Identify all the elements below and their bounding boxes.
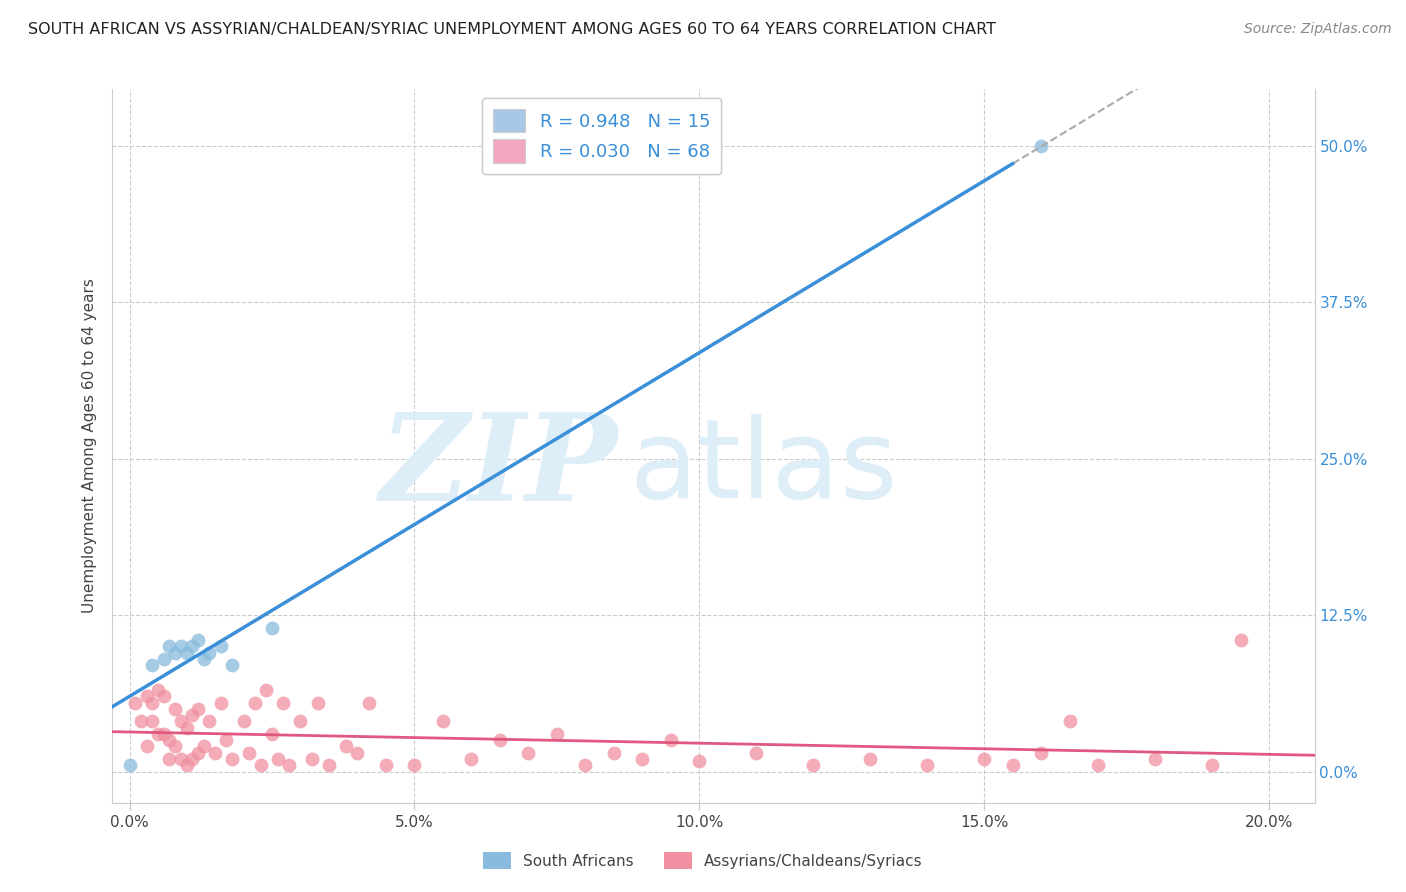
Point — [404, 758, 426, 772]
Point — [159, 733, 181, 747]
Point — [176, 758, 198, 772]
Text: SOUTH AFRICAN VS ASSYRIAN/CHALDEAN/SYRIAC UNEMPLOYMENT AMONG AGES 60 TO 64 YEARS: SOUTH AFRICAN VS ASSYRIAN/CHALDEAN/SYRIA… — [28, 22, 995, 37]
Point — [517, 746, 540, 760]
Point — [159, 752, 181, 766]
Point — [688, 755, 710, 769]
Point — [135, 739, 157, 754]
Point — [176, 646, 198, 660]
Point — [215, 733, 238, 747]
Point — [170, 714, 193, 729]
Point — [159, 640, 181, 654]
Point — [181, 640, 204, 654]
Point — [1144, 752, 1167, 766]
Point — [1201, 758, 1223, 772]
Point — [1059, 714, 1081, 729]
Point — [129, 714, 152, 729]
Y-axis label: Unemployment Among Ages 60 to 64 years: Unemployment Among Ages 60 to 64 years — [82, 278, 97, 614]
Point — [187, 702, 209, 716]
Point — [915, 758, 938, 772]
Point — [165, 646, 187, 660]
Point — [204, 746, 226, 760]
Point — [603, 746, 626, 760]
Point — [141, 658, 163, 673]
Point — [290, 714, 312, 729]
Point — [187, 633, 209, 648]
Point — [1229, 633, 1251, 648]
Point — [273, 696, 295, 710]
Point — [1001, 758, 1024, 772]
Point — [165, 739, 187, 754]
Point — [574, 758, 596, 772]
Point — [260, 727, 283, 741]
Point — [146, 683, 169, 698]
Point — [209, 696, 232, 710]
Point — [659, 733, 682, 747]
Point — [193, 652, 215, 666]
Point — [1029, 746, 1052, 760]
Point — [221, 658, 243, 673]
Point — [243, 696, 266, 710]
Point — [146, 727, 169, 741]
Point — [124, 696, 146, 710]
Point — [187, 746, 209, 760]
Point — [346, 746, 368, 760]
Point — [801, 758, 824, 772]
Point — [973, 752, 995, 766]
Point — [152, 652, 174, 666]
Point — [278, 758, 301, 772]
Point — [152, 727, 174, 741]
Legend: South Africans, Assyrians/Chaldeans/Syriacs: South Africans, Assyrians/Chaldeans/Syri… — [477, 846, 929, 875]
Point — [176, 721, 198, 735]
Point — [1087, 758, 1109, 772]
Point — [859, 752, 882, 766]
Point — [301, 752, 323, 766]
Point — [357, 696, 380, 710]
Point — [1029, 138, 1052, 153]
Point — [135, 690, 157, 704]
Point — [489, 733, 512, 747]
Point — [335, 739, 357, 754]
Text: Source: ZipAtlas.com: Source: ZipAtlas.com — [1244, 22, 1392, 37]
Point — [181, 708, 204, 723]
Point — [375, 758, 398, 772]
Point — [198, 714, 221, 729]
Point — [165, 702, 187, 716]
Point — [170, 752, 193, 766]
Point — [238, 746, 260, 760]
Point — [221, 752, 243, 766]
Point — [267, 752, 290, 766]
Point — [118, 758, 141, 772]
Text: ZIP: ZIP — [380, 409, 617, 526]
Point — [432, 714, 454, 729]
Point — [141, 696, 163, 710]
Point — [170, 640, 193, 654]
Point — [232, 714, 254, 729]
Point — [460, 752, 482, 766]
Legend: R = 0.948   N = 15, R = 0.030   N = 68: R = 0.948 N = 15, R = 0.030 N = 68 — [482, 98, 721, 174]
Point — [307, 696, 329, 710]
Point — [254, 683, 277, 698]
Point — [198, 646, 221, 660]
Point — [152, 690, 174, 704]
Point — [209, 640, 232, 654]
Point — [631, 752, 654, 766]
Point — [318, 758, 340, 772]
Point — [193, 739, 215, 754]
Point — [249, 758, 271, 772]
Point — [181, 752, 204, 766]
Point — [260, 621, 283, 635]
Point — [745, 746, 768, 760]
Point — [141, 714, 163, 729]
Text: atlas: atlas — [630, 414, 898, 521]
Point — [546, 727, 568, 741]
